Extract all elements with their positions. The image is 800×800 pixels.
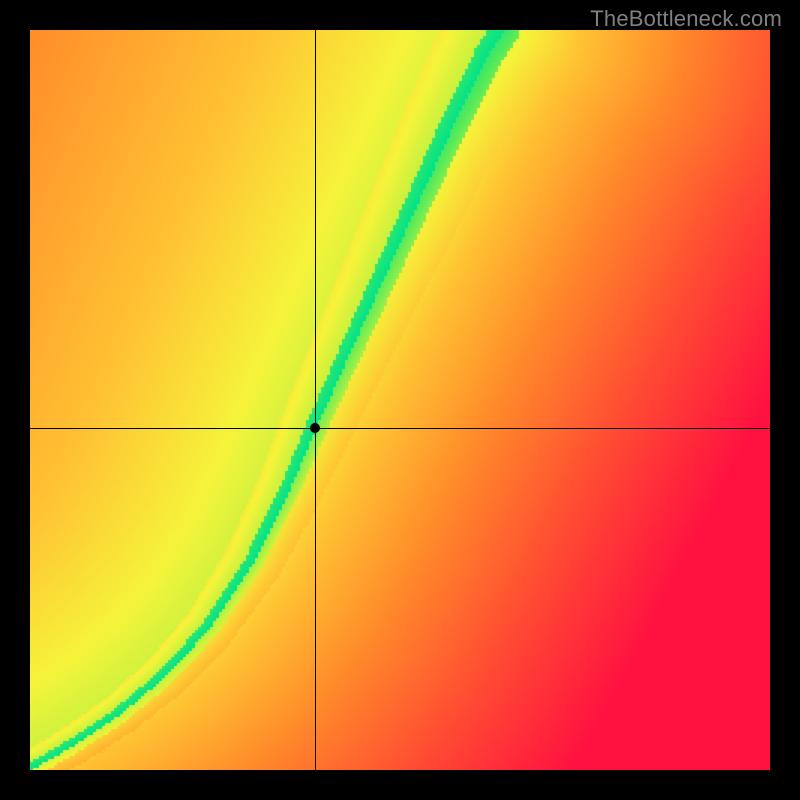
heatmap-canvas [30, 30, 770, 770]
crosshair-vertical [315, 30, 316, 770]
marker-dot [310, 423, 320, 433]
crosshair-horizontal [30, 428, 770, 429]
watermark-text: TheBottleneck.com [590, 6, 782, 32]
heatmap-plot [30, 30, 770, 770]
